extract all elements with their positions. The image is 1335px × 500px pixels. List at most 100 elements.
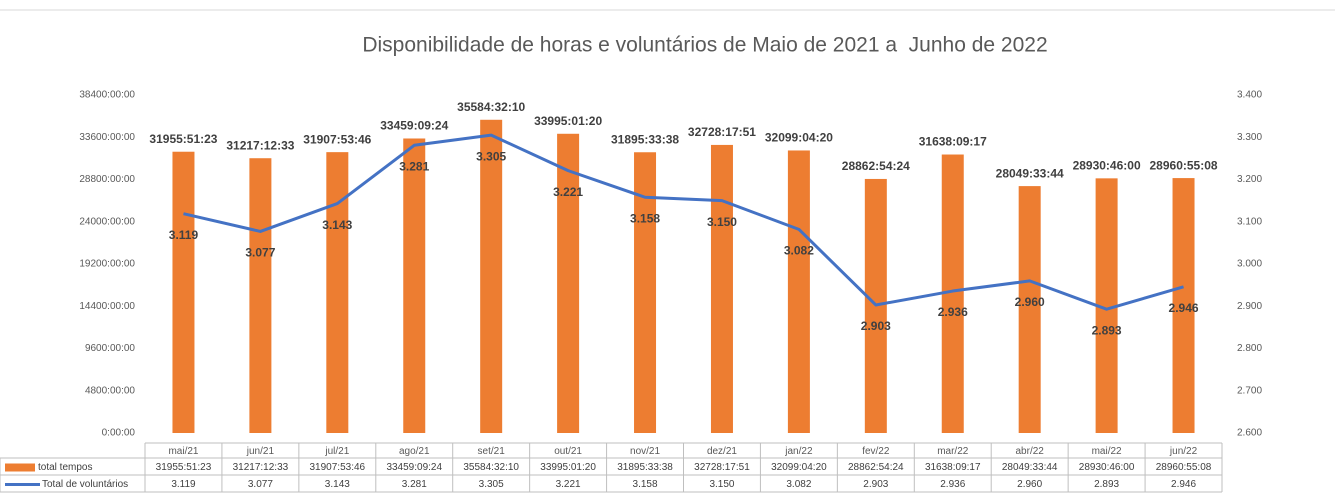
x-tick-label: mar/22 — [937, 446, 969, 457]
table-cell: 31907:53:46 — [310, 462, 366, 473]
x-tick-label: jan/22 — [784, 446, 813, 457]
table-cell: 35584:32:10 — [463, 462, 519, 473]
bar-value-label: 31907:53:46 — [303, 132, 371, 146]
table-cell: 3.281 — [402, 479, 427, 490]
y-tick-label: 24000:00:00 — [79, 216, 135, 227]
x-tick-label: jun/21 — [246, 446, 275, 457]
y2-tick-label: 3.000 — [1237, 259, 1262, 270]
line-value-label: 2.936 — [938, 305, 968, 319]
bar — [172, 151, 195, 433]
bar — [1018, 186, 1041, 433]
y2-tick-label: 3.100 — [1237, 216, 1262, 227]
x-tick-label: dez/21 — [707, 446, 737, 457]
line-value-label: 3.119 — [169, 228, 199, 242]
bar — [1095, 178, 1118, 433]
x-tick-label: mai/21 — [168, 446, 198, 457]
y2-tick-label: 2.700 — [1237, 385, 1262, 396]
bar-value-label: 33995:01:20 — [534, 114, 602, 128]
y-tick-label: 14400:00:00 — [79, 301, 135, 312]
bar-value-label: 31638:09:17 — [919, 135, 987, 149]
line-value-label: 2.946 — [1169, 301, 1199, 315]
bar — [557, 133, 580, 433]
y-tick-label: 38400:00:00 — [79, 90, 135, 101]
x-tick-label: jun/22 — [1169, 446, 1198, 457]
table-cell: 2.946 — [1171, 479, 1196, 490]
bar-value-label: 28862:54:24 — [842, 159, 910, 173]
line-value-label: 3.221 — [553, 185, 583, 199]
x-tick-label: jul/21 — [324, 446, 349, 457]
table-cell: 3.077 — [248, 479, 273, 490]
table-cell: 32728:17:51 — [694, 462, 750, 473]
table-cell: 2.893 — [1094, 479, 1119, 490]
bar — [787, 150, 810, 433]
bar — [634, 152, 657, 433]
bar-value-label: 28049:33:44 — [996, 166, 1064, 180]
table-cell: 3.305 — [479, 479, 504, 490]
bar — [480, 119, 503, 433]
line — [183, 133, 1184, 311]
bar-value-label: 32099:04:20 — [765, 131, 833, 145]
x-tick-label: out/21 — [554, 446, 582, 457]
bar — [941, 154, 964, 434]
y2-tick-label: 3.400 — [1237, 90, 1262, 101]
bar — [326, 152, 349, 433]
bar-value-label: 28930:46:00 — [1073, 159, 1141, 173]
x-tick-label: set/21 — [478, 446, 506, 457]
table-cell: 28960:55:08 — [1156, 462, 1212, 473]
y2-tick-label: 3.300 — [1237, 132, 1262, 143]
table-cell: 31895:33:38 — [617, 462, 673, 473]
y2-tick-label: 2.600 — [1237, 428, 1262, 439]
bar — [1172, 178, 1195, 433]
table-cell: 28049:33:44 — [1002, 462, 1058, 473]
y-tick-label: 33600:00:00 — [79, 132, 135, 143]
table-cell: 3.158 — [633, 479, 658, 490]
chart-title: Disponibilidade de horas e voluntários d… — [362, 34, 1047, 57]
bar-value-label: 28960:55:08 — [1150, 158, 1218, 172]
table-cell: 28930:46:00 — [1079, 462, 1135, 473]
x-tick-label: abr/22 — [1015, 446, 1044, 457]
bar-value-label: 32728:17:51 — [688, 125, 756, 139]
line-value-label: 2.960 — [1015, 295, 1045, 309]
table-cell: 33995:01:20 — [540, 462, 596, 473]
table-cell: 31955:51:23 — [156, 462, 212, 473]
bar-value-label: 31955:51:23 — [149, 132, 217, 146]
x-tick-label: fev/22 — [862, 446, 890, 457]
bar-value-label: 31217:12:33 — [226, 138, 294, 152]
table-cell: 33459:09:24 — [386, 462, 442, 473]
line-value-label: 2.893 — [1092, 323, 1122, 337]
line-value-label: 3.082 — [784, 244, 814, 258]
bar — [249, 158, 272, 434]
y-tick-label: 0:00:00 — [102, 428, 136, 439]
y2-tick-label: 3.200 — [1237, 174, 1262, 185]
y-tick-label: 9600:00:00 — [85, 343, 135, 354]
legend-key — [5, 463, 35, 472]
y-tick-label: 28800:00:00 — [79, 174, 135, 185]
y2-tick-label: 2.900 — [1237, 301, 1262, 312]
line-value-label: 2.903 — [861, 319, 891, 333]
table-cell: 3.119 — [171, 479, 196, 490]
table-cell: 2.960 — [1017, 479, 1042, 490]
table-cell: 3.150 — [709, 479, 734, 490]
y2-tick-label: 2.800 — [1237, 343, 1262, 354]
line-value-label: 3.158 — [630, 211, 660, 225]
table-cell: 31638:09:17 — [925, 462, 981, 473]
table-cell: 2.936 — [940, 479, 965, 490]
y-tick-label: 19200:00:00 — [79, 259, 135, 270]
table-cell: 3.143 — [325, 479, 350, 490]
legend-label: Total de voluntários — [42, 479, 128, 490]
table-cell: 3.082 — [786, 479, 811, 490]
line-value-label: 3.143 — [322, 218, 352, 232]
bar-value-label: 33459:09:24 — [380, 119, 448, 133]
x-tick-label: ago/21 — [399, 446, 430, 457]
table-cell: 2.903 — [863, 479, 888, 490]
line-value-label: 3.281 — [399, 159, 429, 173]
x-tick-label: mai/22 — [1092, 446, 1122, 457]
y-tick-label: 4800:00:00 — [85, 385, 135, 396]
bar — [710, 144, 733, 433]
line-value-label: 3.305 — [476, 149, 506, 163]
bar-value-label: 35584:32:10 — [457, 100, 525, 114]
table-cell: 31217:12:33 — [233, 462, 289, 473]
line-value-label: 3.077 — [245, 246, 275, 260]
table-cell: 32099:04:20 — [771, 462, 827, 473]
